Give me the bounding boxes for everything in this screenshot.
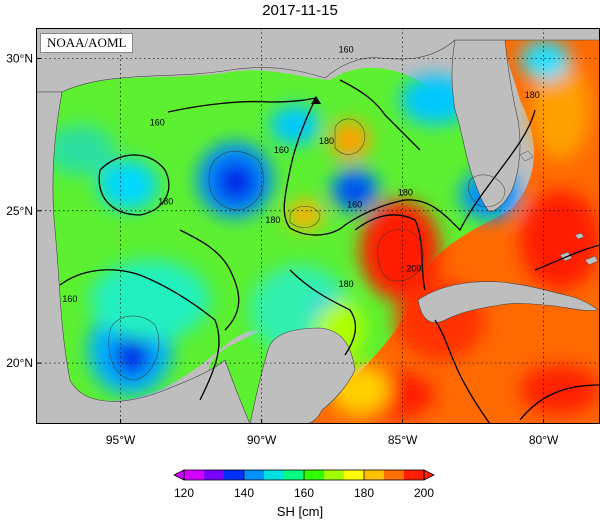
yucatan-peninsula [249,327,356,424]
credit-label: NOAA/AOML [40,33,134,53]
contour-labels: 160 180 160 180 180 160 180 180 200 180 160 160 [62,44,540,304]
colorbar-tick-label: 120 [174,486,194,500]
colorbar-max-arrow [423,469,435,481]
contour-value-label: 160 [150,117,165,127]
colorbar-segment [324,470,345,480]
colorbar-segment [304,470,325,480]
colorbar-segment [404,470,425,480]
contour-value-label: 180 [398,188,413,198]
sea-height-contours [59,79,600,424]
contour-value-label: 180 [319,136,334,146]
florida-peninsula [451,39,521,213]
colorbar-tick-label: 160 [294,486,314,500]
latitude-labels: 30°N 25°N 20°N [6,51,41,370]
colorbar-segment [364,470,385,480]
contour-value-label: 180 [339,279,354,289]
colorbar-segment [344,470,365,480]
graticule [36,28,600,424]
longitude-tick-label: 95°W [106,433,136,447]
longitude-tick-label: 85°W [388,433,418,447]
map-title: 2017-11-15 [262,2,338,19]
colorbar-segment [384,470,405,480]
station-marker [311,96,321,104]
contour-value-label: 180 [158,197,173,207]
colorbar-segment [224,470,245,480]
colorbar-tick-label: 180 [354,486,374,500]
longitude-labels: 95°W 90°W 85°W 80°W [106,419,559,447]
longitude-tick-label: 80°W [529,433,559,447]
contour-value-label: 160 [62,294,77,304]
contour-value-label: 200 [406,264,421,274]
colorbar-segment [284,470,305,480]
bahamas-islands [519,150,599,266]
colorbar-min-arrow [173,469,185,481]
latitude-tick-label: 20°N [6,356,33,370]
contour-value-label: 180 [525,90,540,100]
map-area [36,28,600,424]
contour-value-label: 160 [339,44,354,54]
atlantic-warm-field [300,40,600,424]
contour-value-label: 160 [274,145,289,155]
colorbar-segment [244,470,265,480]
colorbar-segment [184,470,205,480]
latitude-tick-label: 25°N [6,204,33,218]
sea-surface-height-blobs [45,40,600,420]
colorbar: 120 140 160 180 200 [173,469,435,500]
colorbar-segment [264,470,285,480]
colorbar-tick-label: 200 [414,486,434,500]
colorbar-tick-label: 140 [234,486,254,500]
colorbar-segment [204,470,225,480]
mexico-coast [36,91,251,424]
cuba-landmass [417,281,599,323]
latitude-tick-label: 30°N [6,51,33,65]
contour-value-label: 180 [265,215,280,225]
longitude-tick-label: 90°W [247,433,277,447]
colorbar-label: SH [cm] [276,504,324,519]
contour-value-label: 160 [347,200,362,210]
northern-gulf-coast [36,28,600,93]
